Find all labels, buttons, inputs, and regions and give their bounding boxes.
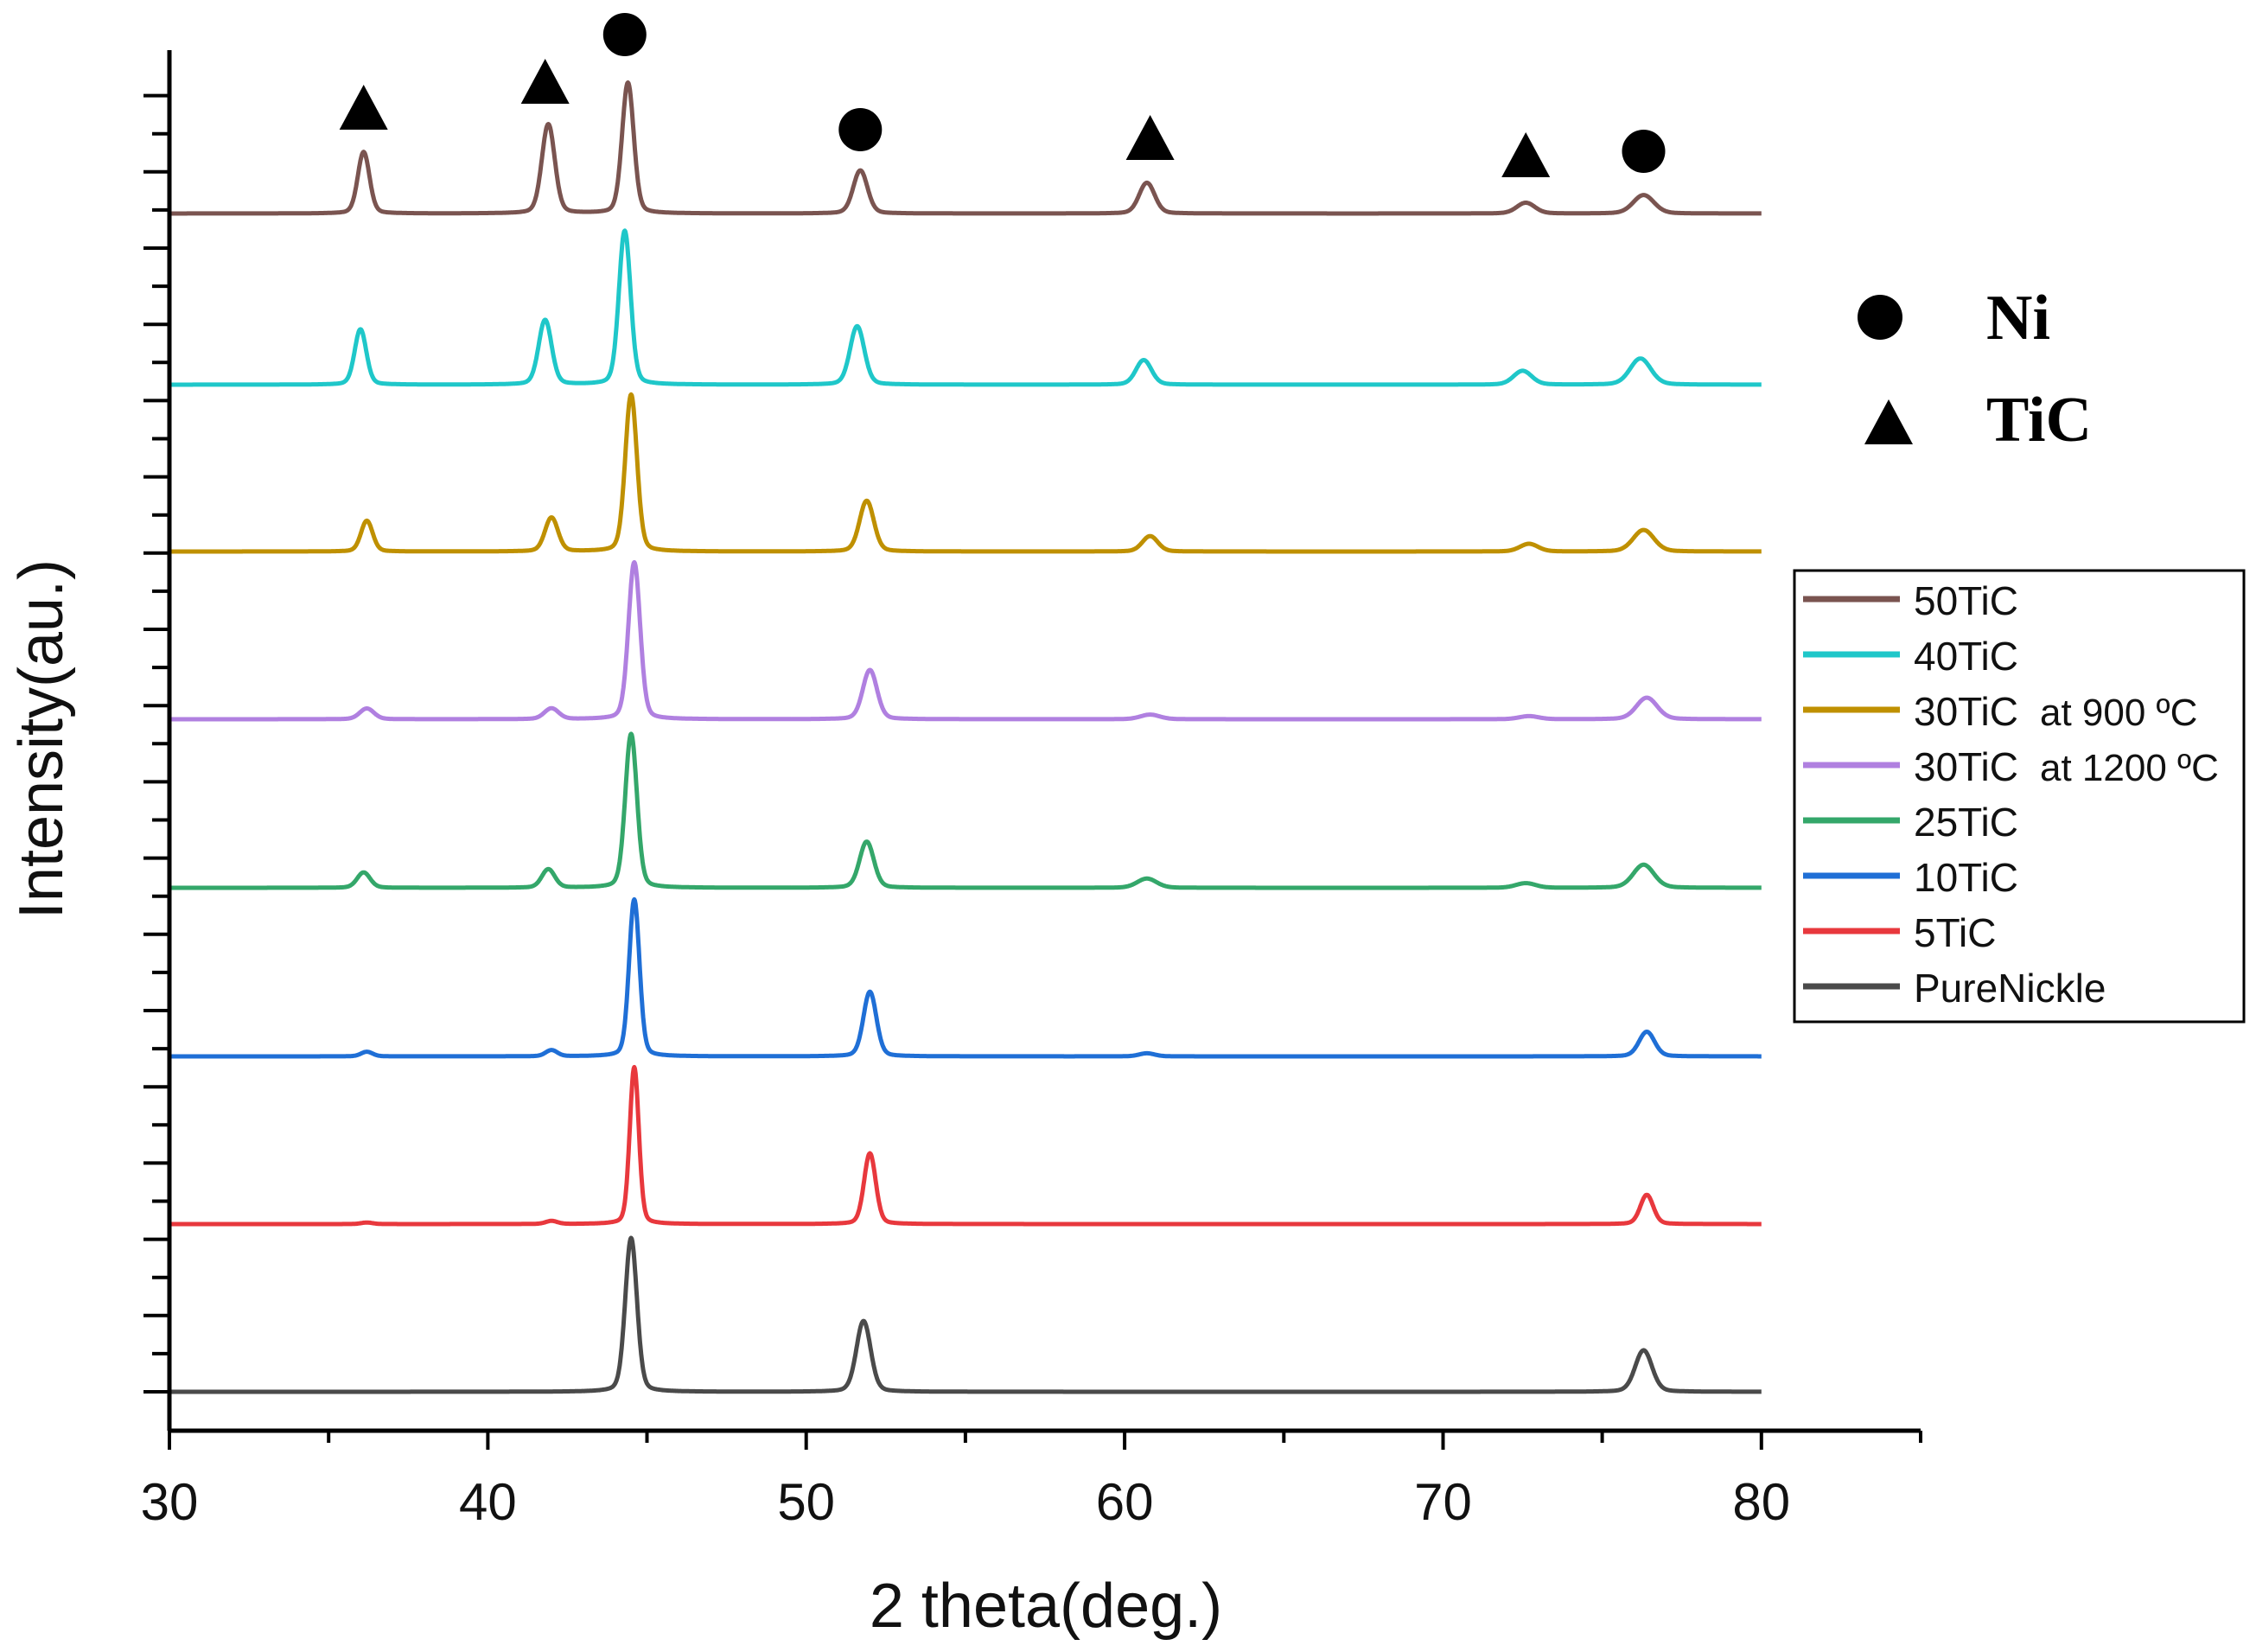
x-tick-label: 80 xyxy=(1732,1473,1790,1531)
x-tick-label: 60 xyxy=(1096,1473,1154,1531)
series-line-5tic xyxy=(168,1064,1763,1227)
series-line-purenickle xyxy=(168,1235,1763,1394)
legend-label-purenickle: PureNickle xyxy=(1914,966,2106,1011)
series-legend-box xyxy=(1793,569,2246,1024)
tic-marker-legend-label: TiC xyxy=(1986,385,2092,456)
x-tick-label: 30 xyxy=(141,1473,199,1531)
ni-peak-marker xyxy=(1622,130,1666,173)
axes: 30 40 50 60 70 80 xyxy=(141,50,1922,1531)
series-legend: 50TiC 40TiC 30TiC at 900 ºC 30TiC at 1200 ºC 2… xyxy=(1793,569,2246,1024)
ni-peak-marker xyxy=(838,108,883,151)
peak-annotations xyxy=(339,13,1666,177)
phase-marker-legend: Ni TiC xyxy=(1858,283,2092,456)
tic-peak-marker xyxy=(1501,132,1551,177)
tic-peak-marker xyxy=(520,59,570,104)
tic-peak-marker xyxy=(339,85,388,130)
legend-suffix-30tic-at-900-c: at 900 ºC xyxy=(2040,692,2197,734)
legend-label-50tic: 50TiC xyxy=(1914,578,2018,623)
x-axis-label: 2 theta(deg.) xyxy=(870,1572,1222,1641)
legend-label-25tic: 25TiC xyxy=(1914,800,2018,845)
ni-peak-marker xyxy=(602,13,647,56)
legend-label-10tic: 10TiC xyxy=(1914,855,2018,900)
series-line-25tic xyxy=(168,731,1763,890)
legend-label-30tic-at-1200-c: 30TiC xyxy=(1914,744,2018,789)
series-line-10tic xyxy=(168,896,1763,1059)
x-tick-label: 70 xyxy=(1414,1473,1472,1531)
series-line-30tic-at-900-c xyxy=(168,392,1763,554)
y-ticks xyxy=(143,93,169,1394)
x-tick-label: 50 xyxy=(777,1473,835,1531)
legend-label-30tic-at-900-c: 30TiC xyxy=(1914,689,2018,734)
x-tick-label: 40 xyxy=(459,1473,517,1531)
series-line-30tic-at-1200-c xyxy=(168,559,1763,722)
legend-suffix-30tic-at-1200-c: at 1200 ºC xyxy=(2040,747,2219,789)
x-ticks: 30 40 50 60 70 80 xyxy=(141,1431,1922,1531)
legend-label-40tic: 40TiC xyxy=(1914,634,2018,679)
y-axis-label: Intensity(au.) xyxy=(7,559,76,919)
xrd-traces xyxy=(168,80,1763,1394)
ni-marker-legend-label: Ni xyxy=(1986,283,2050,354)
tic-peak-marker xyxy=(1125,115,1175,160)
legend-label-5tic: 5TiC xyxy=(1914,910,1996,955)
series-line-40tic xyxy=(168,228,1763,387)
series-line-50tic xyxy=(168,80,1763,216)
tic-marker-legend-symbol xyxy=(1864,399,1913,444)
ni-marker-legend-symbol xyxy=(1858,295,1902,340)
